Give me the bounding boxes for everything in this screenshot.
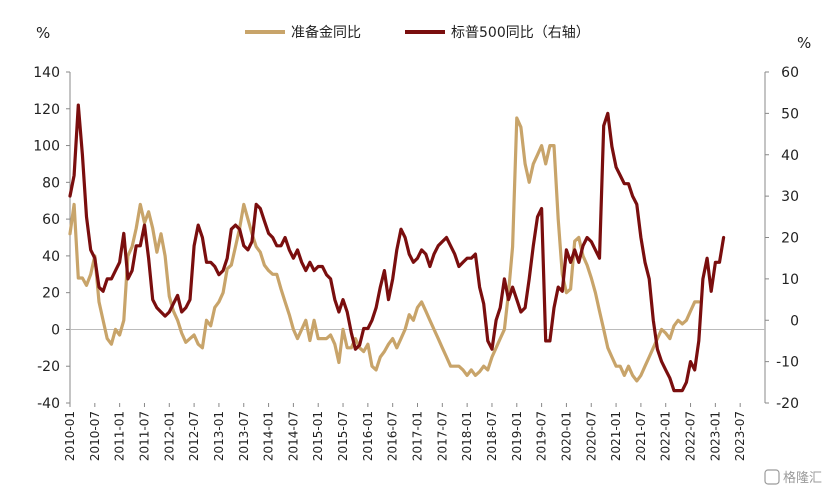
left-tick-label: 100 xyxy=(33,139,60,155)
x-tick-label: 2023-01 xyxy=(708,411,722,461)
left-tick-label: 140 xyxy=(33,65,60,81)
left-axis-unit: % xyxy=(36,24,50,42)
x-tick-label: 2021-01 xyxy=(609,411,623,461)
x-tick-label: 2010-01 xyxy=(63,411,77,461)
x-tick-label: 2012-01 xyxy=(162,411,176,461)
x-tick-label: 2015-01 xyxy=(311,411,325,461)
x-tick-label: 2022-07 xyxy=(684,411,698,461)
x-tick-label: 2011-07 xyxy=(137,411,151,461)
x-tick-label: 2017-01 xyxy=(411,411,425,461)
x-tick-label: 2011-01 xyxy=(113,411,127,461)
watermark-logo-icon xyxy=(764,469,780,485)
x-tick-label: 2014-07 xyxy=(286,411,300,461)
left-tick-label: 60 xyxy=(42,212,60,228)
left-tick-label: 120 xyxy=(33,102,60,118)
x-tick-label: 2015-07 xyxy=(336,411,350,461)
right-tick-label: 0 xyxy=(790,313,799,329)
x-tick-label: 2020-01 xyxy=(559,411,573,461)
x-tick-label: 2012-07 xyxy=(187,411,201,461)
x-tick-label: 2014-01 xyxy=(262,411,276,461)
right-tick-label: 50 xyxy=(781,106,799,122)
series-line-0 xyxy=(68,116,701,383)
right-axis-unit: % xyxy=(797,34,811,52)
left-tick-label: 20 xyxy=(42,286,60,302)
left-tick-label: 40 xyxy=(42,249,60,265)
x-tick-label: 2018-07 xyxy=(485,411,499,461)
x-tick-label: 2021-07 xyxy=(634,411,648,461)
x-tick-label: 2019-07 xyxy=(535,411,549,461)
series-line-1 xyxy=(68,103,726,393)
x-tick-label: 2022-01 xyxy=(659,411,673,461)
right-tick-label: 40 xyxy=(781,148,799,164)
right-tick-label: 60 xyxy=(781,65,799,81)
left-tick-label: -40 xyxy=(37,396,60,412)
right-tick-label: -10 xyxy=(776,355,799,371)
left-tick-label: 0 xyxy=(51,322,60,338)
legend: 准备金同比 标普500同比（右轴） xyxy=(245,24,590,41)
legend-label-0: 准备金同比 xyxy=(291,24,361,41)
right-tick-label: 20 xyxy=(781,231,799,247)
x-tick-label: 2016-07 xyxy=(386,411,400,461)
x-tick-label: 2010-07 xyxy=(88,411,102,461)
right-tick-label: -20 xyxy=(776,396,799,412)
x-tick-label: 2023-07 xyxy=(733,411,747,461)
x-tick-label: 2018-01 xyxy=(460,411,474,461)
left-tick-label: -20 xyxy=(37,359,60,375)
watermark-text: 格隆汇 xyxy=(783,470,822,486)
x-tick-label: 2016-01 xyxy=(361,411,375,461)
right-tick-label: 10 xyxy=(781,272,799,288)
series-lines xyxy=(68,103,726,393)
x-tick-label: 2019-01 xyxy=(510,411,524,461)
x-tick-label: 2013-07 xyxy=(237,411,251,461)
x-tick-label: 2020-07 xyxy=(584,411,598,461)
legend-label-1: 标普500同比（右轴） xyxy=(451,25,590,41)
x-tick-label: 2013-01 xyxy=(212,411,226,461)
right-tick-label: 30 xyxy=(781,189,799,205)
x-tick-label: 2017-07 xyxy=(435,411,449,461)
axes: 140120100806040200-20-406050403020100-10… xyxy=(33,65,799,461)
left-tick-label: 80 xyxy=(42,175,60,191)
watermark: 格隆汇 xyxy=(764,469,822,486)
